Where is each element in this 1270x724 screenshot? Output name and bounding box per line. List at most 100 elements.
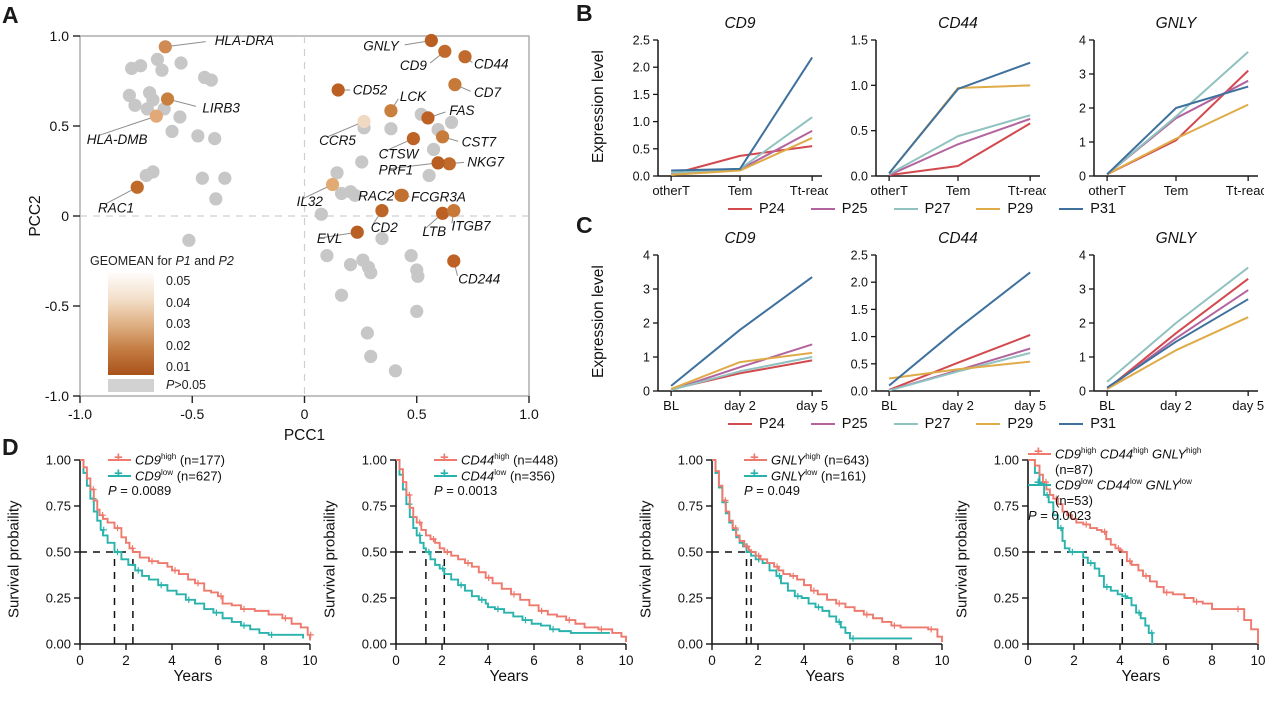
x-tick-label: 0: [76, 653, 84, 668]
gene-label: LTB: [422, 224, 446, 239]
x-tick-label: Tem: [728, 183, 753, 198]
gray-dot: [410, 304, 424, 318]
gene-label: HLA-DMB: [87, 132, 148, 147]
gene-label: FAS: [449, 103, 474, 118]
leader-line: [99, 115, 157, 136]
legend-label: P29: [1007, 416, 1034, 432]
x-tick-label: 0: [1024, 653, 1032, 668]
y-tick-label: 1.5: [851, 303, 868, 317]
km-legend-text: CD9high CD44high GNLYhigh (n=87): [1055, 446, 1202, 477]
censor-marker-icon: +: [744, 449, 771, 467]
legend-label: P24: [758, 416, 785, 432]
panel-d-survival-plots: Survival probaility 1.00 0.75 0.50 0.25 0.00…: [4, 443, 1268, 686]
x-tick-label: otherT: [1088, 183, 1126, 198]
y-tick-label: 2.0: [851, 276, 868, 290]
y-tick-label: -0.5: [45, 298, 69, 314]
gene-dot: [447, 254, 461, 268]
chart-title: CD44: [938, 15, 978, 32]
gray-dot: [134, 59, 148, 73]
series-line-P27: [888, 114, 1031, 176]
gene-label: HLA-DRA: [215, 33, 274, 48]
gene-label: CD2: [371, 220, 398, 235]
km-legend-entry: + GNLYlow (n=161): [744, 465, 869, 484]
marker-line: [434, 459, 457, 462]
km-svg-cd44: 1.00 0.75 0.50 0.25 0.00 0 2 4 6 8 10: [362, 453, 634, 669]
series-line-P29: [1106, 316, 1249, 390]
km-legend-entry: + CD44high (n=448): [434, 449, 558, 468]
censor-marks-high: [406, 491, 605, 633]
geomean-value: 0.01: [166, 360, 191, 374]
y-tick-label: 1.0: [851, 79, 868, 93]
gray-dot: [330, 166, 344, 180]
x-tick-label: Tem: [1164, 183, 1189, 198]
km-curve-high: [396, 459, 627, 643]
gray-dot: [404, 249, 418, 263]
gray-dot: [182, 233, 196, 247]
chart-title: GNLY: [1156, 15, 1198, 32]
km-svg-gnly: 1.00 0.75 0.50 0.25 0.00 0 2 4 6 8 10: [678, 453, 950, 669]
gray-dot: [375, 231, 389, 246]
x-tick-label: day 5: [1232, 398, 1264, 413]
y-tick-label: 0.75: [362, 499, 387, 514]
y-tick-label: 0.25: [362, 591, 387, 606]
x-tick-label: 2: [438, 653, 446, 668]
gene-label: CTSW: [379, 146, 420, 161]
geomean-gradient-bar: [108, 273, 154, 375]
censor-marker-icon: +: [108, 449, 135, 467]
km-legend-gnly: + GNLYhigh (n=643) + GNLYlow (n=161) P = 0.0…: [744, 449, 869, 499]
gene-label: PRF1: [379, 163, 414, 178]
gray-dot: [165, 124, 179, 138]
series-line-P27: [671, 116, 813, 174]
gene-dot: [384, 104, 398, 118]
gray-dot: [411, 269, 425, 283]
censor-marker-icon: +: [744, 465, 771, 483]
km-plot-block-gnly: Survival probaility 1.00 0.75 0.50 0.25 0.00…: [636, 449, 952, 686]
survival-ylabel: Survival probaility: [321, 500, 339, 618]
gray-dot: [122, 88, 136, 102]
gray-dot: [208, 132, 222, 146]
gray-dot: [191, 129, 205, 143]
gray-dot: [364, 349, 378, 363]
panel-a-scatter-plot: -1.0 -0.5 0 0.5 1.0 -1.0 -0.5 0 0.5 1.0 PCC1 PCC2 HL…: [26, 0, 578, 450]
nonsignificant-legend: P>0.05: [108, 378, 234, 392]
km-legend-entry: + GNLYhigh (n=643): [744, 449, 869, 468]
y-tick-label: 2.5: [851, 249, 868, 263]
x-tick-label: 6: [1162, 653, 1170, 668]
legend-item-P31: P31: [1059, 201, 1116, 217]
x-tick-label: 1.0: [519, 406, 539, 422]
legend-label: P31: [1090, 201, 1117, 217]
series-line-P27: [670, 356, 813, 391]
series-line-P27: [1106, 266, 1249, 383]
gray-dot: [364, 266, 378, 280]
gene-dot: [357, 114, 371, 129]
gene-label: CST7: [462, 135, 497, 150]
series-line-P25: [670, 343, 813, 391]
plus-icon: +: [114, 464, 123, 482]
geomean-value: 0.05: [166, 274, 191, 288]
gray-swatch: [108, 378, 154, 392]
x-tick-label: day 5: [796, 398, 828, 413]
legend-line-swatch: [1059, 207, 1084, 211]
km-curve-high: [80, 459, 311, 641]
gene-label: CD244: [458, 272, 500, 287]
gray-dot: [422, 168, 436, 183]
censor-marks-high: [90, 486, 314, 638]
y-tick-label: 4: [1079, 34, 1086, 48]
series-line-P25: [1106, 79, 1249, 176]
legend-item-P24: P24: [727, 416, 785, 432]
y-tick-label: 0.50: [994, 545, 1019, 560]
gray-dot: [128, 98, 142, 112]
series-line-P31: [670, 276, 813, 387]
x-tick-label: 4: [800, 653, 808, 668]
nonsignificant-label: P>0.05: [166, 378, 206, 392]
legend-label: P25: [841, 201, 868, 217]
gray-dot: [426, 142, 441, 156]
p-value: P = 0.0013: [434, 483, 498, 499]
y-tick-label: 0.50: [362, 545, 387, 560]
x-tick-label: 2: [1070, 653, 1078, 668]
survival-ylabel: Survival probaility: [637, 500, 655, 618]
y-tick-label: 1.5: [633, 88, 650, 102]
gene-dot: [325, 177, 340, 192]
legend-item-P27: P27: [893, 201, 950, 217]
